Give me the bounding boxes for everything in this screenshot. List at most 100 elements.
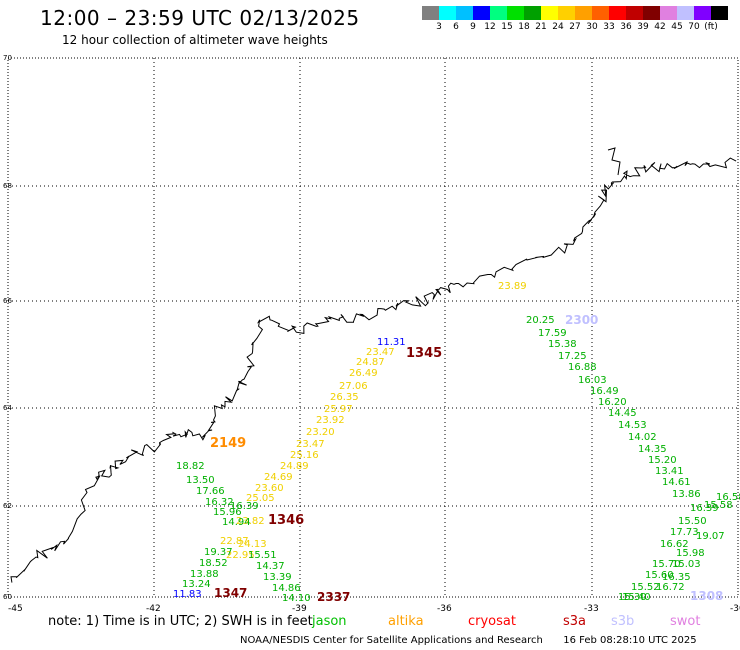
time-annotation: 1345 [406, 346, 442, 361]
credit-text: NOAA/NESDIS Center for Satellite Applica… [240, 635, 543, 646]
satellite-name: swot [670, 614, 701, 629]
wave-height-reading: 15.96 [213, 507, 242, 518]
greenland-coastline [10, 147, 737, 583]
wave-height-reading: 23.47 [296, 439, 325, 450]
time-annotation: 11.83 [173, 589, 202, 600]
wave-height-reading: 14.53 [618, 420, 647, 431]
wave-height-reading: 14.61 [662, 477, 691, 488]
wave-height-reading: 14.86 [272, 583, 301, 594]
lat-lon-grid [7, 57, 739, 598]
legend-label: 18 [518, 22, 530, 32]
map-subtitle: 12 hour collection of altimeter wave hei… [62, 33, 328, 47]
wave-height-reading: 19.07 [696, 531, 725, 542]
wave-height-reading: 22.95 [226, 550, 255, 561]
satellite-name: s3b [611, 614, 635, 629]
wave-height-reading: 14.45 [608, 408, 637, 419]
legend-swatch [490, 6, 507, 20]
wave-height-reading: 16.62 [660, 539, 689, 550]
wave-height-reading: 16.20 [598, 397, 627, 408]
map-frame [7, 57, 739, 598]
wave-height-reading: 13.88 [190, 569, 219, 580]
wave-height-reading: 18.82 [176, 461, 205, 472]
wave-height-reading: 13.39 [263, 572, 292, 583]
legend-swatch [677, 6, 694, 20]
coastline-path [607, 147, 621, 176]
footer-note: note: 1) Time is in UTC; 2) SWH is in fe… [48, 614, 313, 629]
wave-height-reading: 22.87 [220, 536, 249, 547]
wave-height-reading: 18.52 [199, 558, 228, 569]
legend-swatch [609, 6, 626, 20]
wave-height-reading: 16.39 [690, 503, 719, 514]
legend-swatch [422, 6, 439, 20]
altimeter-readings: 23.8923.4724.8726.4927.0626.3525.9723.92… [173, 281, 740, 604]
wave-height-reading: 15.40 [622, 592, 651, 603]
time-annotation: 2337 [317, 590, 350, 604]
wave-height-reading: 16.58 [716, 492, 740, 503]
wave-height-reading: 16.88 [568, 362, 597, 373]
legend-label: 6 [453, 22, 459, 32]
wave-height-reading: 16.32 [205, 497, 234, 508]
legend-swatch [558, 6, 575, 20]
legend-label: 3 [436, 22, 442, 32]
wave-height-reading: 15.20 [648, 455, 677, 466]
legend-swatch [439, 6, 456, 20]
wave-height-reading: 25.97 [324, 404, 353, 415]
wave-height-reading: 25.16 [290, 450, 319, 461]
wave-height-reading: 13.41 [655, 466, 684, 477]
wave-height-reading: 16.72 [656, 582, 685, 593]
legend-label: 24 [552, 22, 564, 32]
wave-height-reading: 23.82 [236, 516, 265, 527]
timestamp: 16 Feb 08:28:10 UTC 2025 [563, 635, 697, 646]
lon-label: -39 [292, 604, 307, 614]
legend-swatch [592, 6, 609, 20]
axis-labels: -45 -42 -39 -36 -33 -30 70 68 66 64 62 60 [3, 54, 740, 614]
wave-height-reading: 15.38 [548, 339, 577, 350]
time-annotation: 2300 [565, 313, 598, 327]
legend-label: 30 [586, 22, 598, 32]
wave-height-reading: 14.94 [222, 517, 251, 528]
satellite-name: altika [388, 614, 424, 629]
legend-swatch [575, 6, 592, 20]
wave-height-reading: 24.13 [238, 539, 267, 550]
wave-height-reading: 25.05 [246, 493, 275, 504]
wave-height-reading: 26.35 [330, 392, 359, 403]
time-annotation: 1347 [214, 586, 247, 600]
wave-height-reading: 15.52 [631, 582, 660, 593]
map-title: 12:00 – 23:59 UTC 02/13/2025 [40, 6, 360, 30]
wave-height-reading: 14.10 [282, 593, 311, 604]
legend-swatch [507, 6, 524, 20]
lat-label: 66 [3, 297, 12, 305]
wave-height-reading: 16.03 [578, 375, 607, 386]
lon-label: -33 [584, 604, 599, 614]
wave-height-reading: 14.37 [256, 561, 285, 572]
wave-height-reading: 27.06 [339, 381, 368, 392]
lat-label: 64 [3, 404, 12, 412]
lat-label: 62 [3, 502, 12, 510]
legend-label: (ft) [704, 22, 718, 32]
wave-height-reading: 17.59 [538, 328, 567, 339]
lon-label: -42 [146, 604, 161, 614]
legend-label: 42 [654, 22, 666, 32]
wave-height-reading: 16.39 [230, 501, 259, 512]
lat-label: 68 [3, 182, 12, 190]
wave-height-reading: 15.98 [676, 548, 705, 559]
wave-height-reading: 17.66 [196, 486, 225, 497]
legend-swatch [694, 6, 711, 20]
wave-height-reading: 24.89 [280, 461, 309, 472]
wave-height-reading: 15.51 [248, 550, 277, 561]
wave-height-reading: 20.25 [526, 315, 555, 326]
lon-label: -36 [437, 604, 452, 614]
legend-label: 12 [484, 22, 496, 32]
wave-height-reading: 17.25 [558, 351, 587, 362]
wave-height-reading: 15.30 [618, 592, 647, 603]
lat-label: 70 [3, 54, 12, 62]
legend-swatch [473, 6, 490, 20]
wave-height-reading: 15.50 [678, 516, 707, 527]
wave-height-reading: 15.70 [652, 559, 681, 570]
wave-height-reading: 16.35 [662, 572, 691, 583]
lon-label: -45 [8, 604, 23, 614]
wave-height-reading: 23.47 [366, 347, 395, 358]
wave-height-reading: 23.92 [316, 415, 345, 426]
legend-label: 27 [569, 22, 581, 32]
